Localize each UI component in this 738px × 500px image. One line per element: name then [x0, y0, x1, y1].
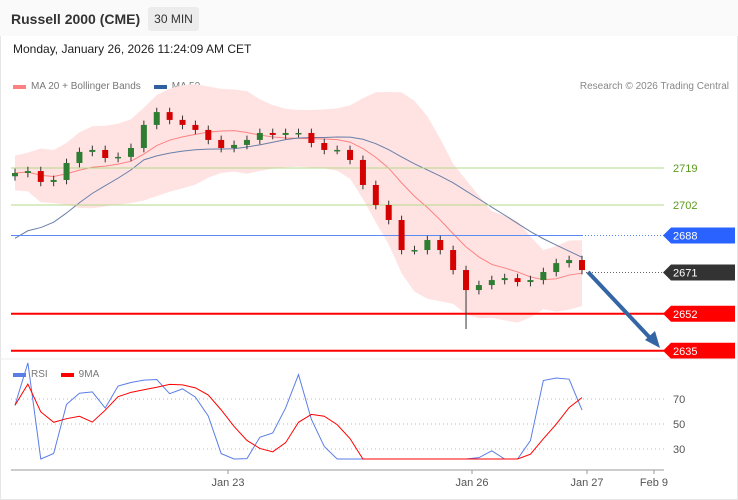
- candle: [127, 143, 134, 162]
- candle: [398, 215, 405, 255]
- candle: [553, 258, 560, 277]
- rsi-ma-swatch: [60, 372, 74, 377]
- rsi-ma-label: 9MA: [78, 369, 100, 380]
- ma50-swatch: [153, 84, 167, 89]
- rsi-ma-line: [14, 383, 583, 460]
- candle: [321, 138, 328, 155]
- candle: [37, 166, 44, 187]
- candle: [372, 180, 379, 210]
- candle: [50, 175, 57, 187]
- candle: [540, 267, 547, 285]
- rsi-legend: RSI 9MA: [13, 369, 99, 380]
- candle: [89, 145, 96, 157]
- svg-text:2688: 2688: [673, 230, 697, 242]
- candle: [488, 275, 495, 290]
- candle: [566, 255, 573, 268]
- candle: [140, 120, 147, 153]
- candle: [501, 273, 508, 285]
- candle: [295, 128, 302, 138]
- candle: [411, 245, 418, 255]
- candle: [514, 273, 521, 287]
- level-2719: 2719: [11, 163, 697, 175]
- level-2671: 2671: [586, 264, 735, 281]
- candle: [579, 255, 585, 275]
- candle: [347, 145, 354, 165]
- instrument-title: Russell 2000 (CME): [11, 11, 141, 27]
- rsi-label: RSI: [31, 369, 48, 380]
- copyright: Research © 2026 Trading Central: [579, 81, 729, 92]
- level-2688: 2688: [11, 227, 735, 244]
- rsi-level-label: 30: [673, 444, 685, 456]
- svg-text:2719: 2719: [673, 163, 697, 175]
- candle: [153, 107, 160, 130]
- candle: [166, 107, 173, 125]
- x-label: Feb 9: [640, 477, 668, 489]
- ma50-line: [14, 136, 583, 258]
- x-label: Jan 23: [211, 477, 244, 489]
- candle: [450, 245, 457, 275]
- candle: [76, 147, 83, 168]
- legend-ma20: MA 20 + Bollinger Bands: [31, 81, 141, 92]
- svg-text:2671: 2671: [673, 267, 697, 279]
- candle: [463, 265, 470, 330]
- candle: [334, 145, 341, 155]
- x-label: Jan 26: [455, 477, 488, 489]
- timestamp: Monday, January 26, 2026 11:24:09 AM CET: [13, 42, 252, 56]
- candle: [424, 235, 431, 255]
- rsi-line: [14, 362, 583, 460]
- candle: [102, 145, 109, 163]
- ma20-swatch: [13, 84, 26, 89]
- level-2635: 2635: [11, 342, 735, 359]
- candle: [527, 275, 534, 287]
- candle: [475, 280, 482, 295]
- svg-text:2702: 2702: [673, 200, 697, 212]
- rsi-level-label: 70: [673, 394, 685, 406]
- candle: [385, 200, 392, 225]
- level-2702: 2702: [11, 200, 697, 212]
- candle: [205, 125, 212, 145]
- level-2652: 2652: [11, 305, 735, 322]
- candle: [243, 135, 250, 150]
- candle: [231, 140, 238, 153]
- candle: [218, 135, 225, 153]
- forecast-arrow: [586, 270, 660, 348]
- svg-text:2652: 2652: [673, 309, 697, 321]
- candle: [256, 128, 263, 145]
- bollinger-band: [15, 84, 582, 323]
- candle: [24, 166, 31, 178]
- candle: [308, 128, 315, 148]
- candle: [282, 128, 289, 140]
- svg-text:2635: 2635: [673, 346, 697, 358]
- candle: [179, 115, 186, 130]
- rsi-level-label: 50: [673, 419, 685, 431]
- candle: [192, 120, 199, 135]
- x-label: Jan 27: [570, 477, 603, 489]
- candle: [359, 155, 366, 190]
- header: [0, 0, 738, 36]
- candle: [437, 235, 444, 255]
- timeframe-button[interactable]: 30 MIN: [148, 7, 199, 31]
- candle: [12, 168, 18, 181]
- candle: [269, 128, 276, 140]
- rsi-swatch: [13, 372, 26, 377]
- candle: [115, 152, 122, 163]
- candle: [63, 158, 70, 185]
